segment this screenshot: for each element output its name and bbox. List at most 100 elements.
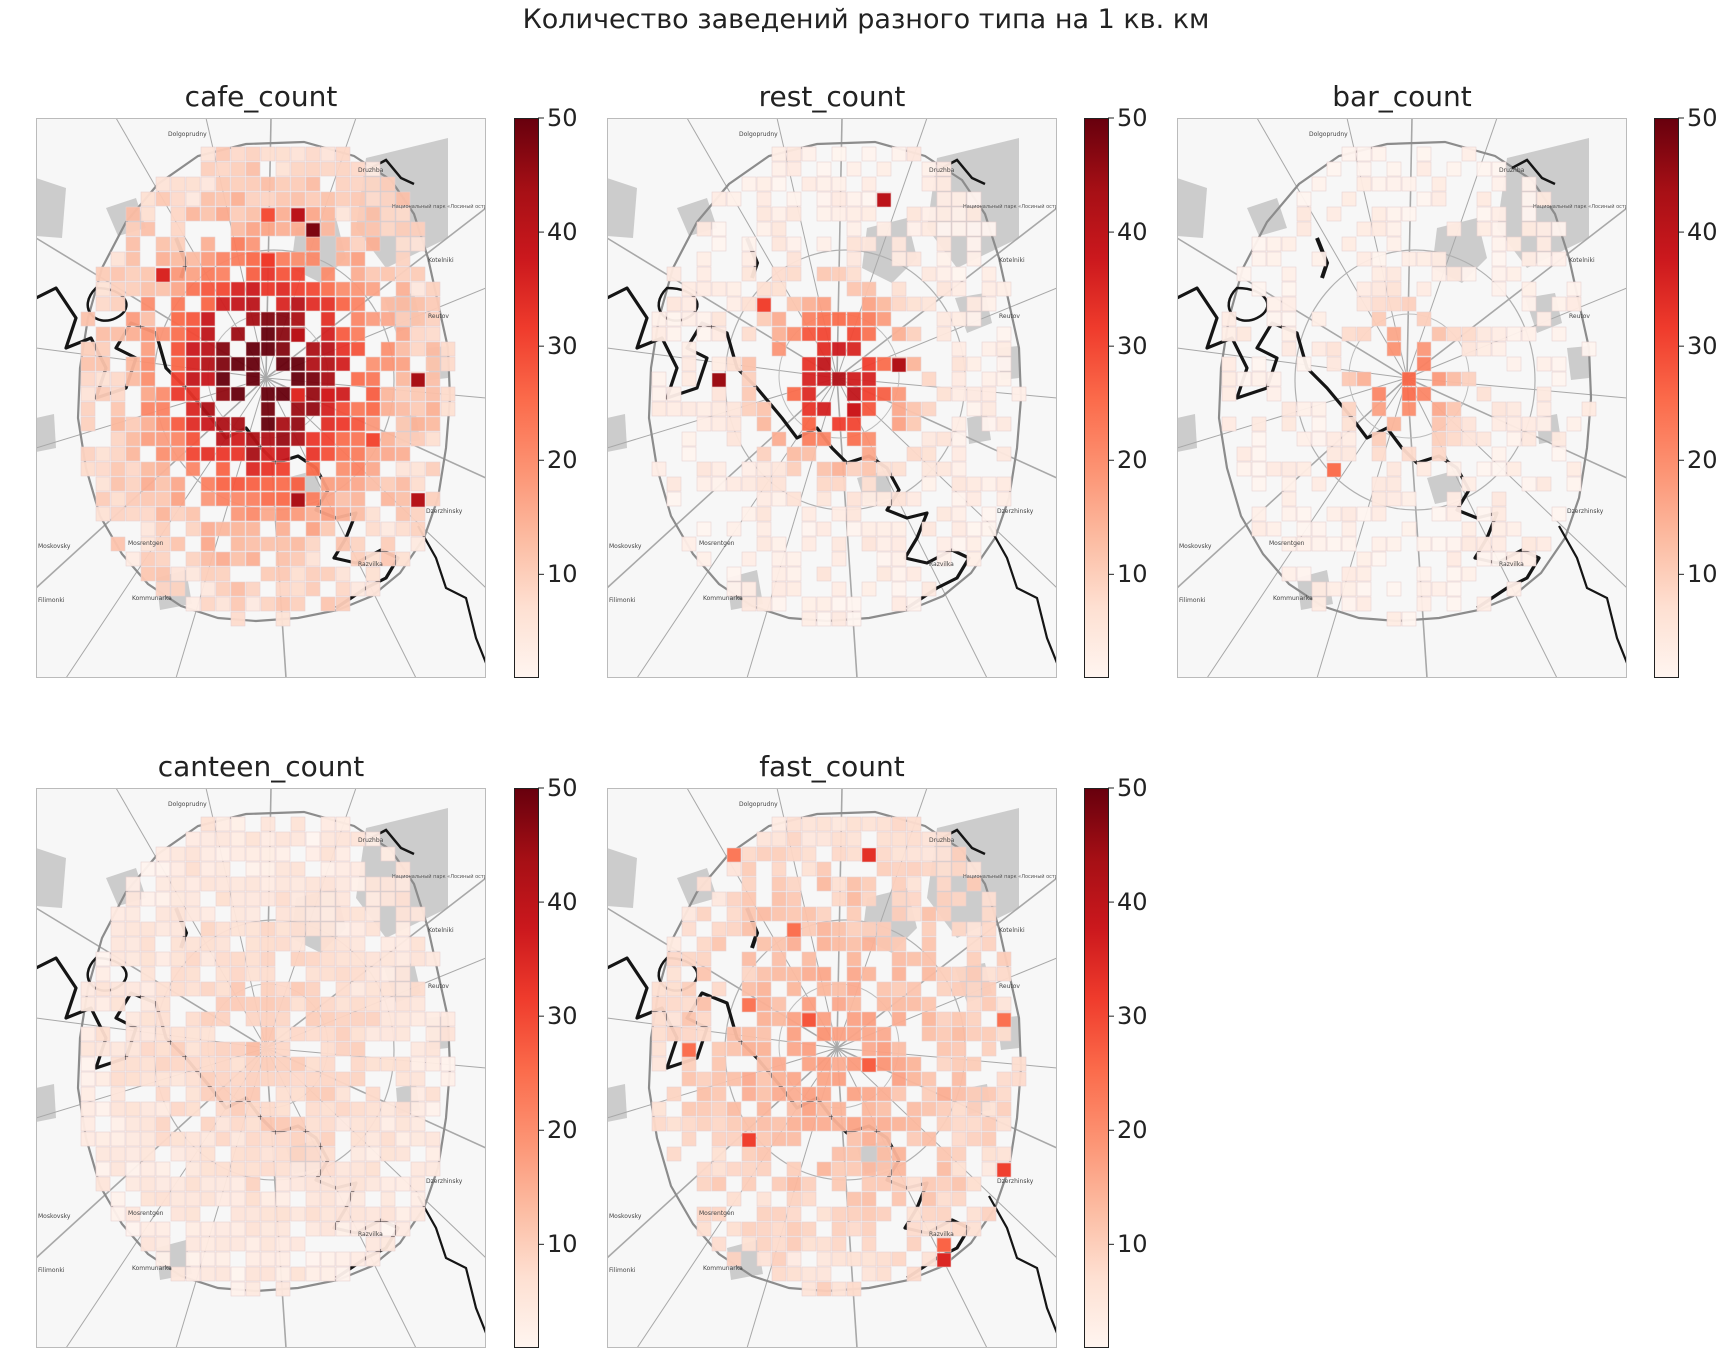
grid-cell: [1341, 536, 1357, 552]
forest-area: [36, 1084, 56, 1122]
grid-cell: [966, 1206, 982, 1222]
grid-cell: [215, 1131, 231, 1147]
grid-cell: [996, 1012, 1012, 1028]
grid-cell: [771, 831, 787, 847]
panel-title: rest_count: [758, 80, 906, 113]
grid-cell: [380, 401, 396, 417]
grid-cell: [786, 461, 802, 477]
grid-cell: [110, 506, 126, 522]
place-label: Kommunarka: [703, 1265, 743, 1272]
grid-cell: [756, 176, 772, 192]
grid-cell: [801, 356, 817, 372]
place-label: Reutov: [999, 983, 1020, 990]
grid-cell: [726, 906, 742, 922]
grid-cell: [230, 846, 246, 862]
grid-cell: [1416, 341, 1432, 357]
grid-cell: [936, 876, 952, 892]
grid-cell: [756, 846, 772, 862]
grid-cell: [95, 371, 111, 387]
river: [1558, 525, 1627, 664]
grid-cell: [891, 831, 907, 847]
grid-cell: [305, 191, 321, 207]
grid-cell: [365, 236, 381, 252]
grid-cell: [801, 816, 817, 832]
grid-cell: [200, 1056, 216, 1072]
grid-cell: [951, 1101, 967, 1117]
colorbar-tick-label: 40: [1117, 218, 1148, 247]
grid-cell: [681, 1042, 697, 1058]
grid-cell: [170, 906, 186, 922]
grid-cell: [816, 521, 832, 537]
grid-cell: [936, 1191, 952, 1207]
grid-cell: [95, 996, 111, 1012]
grid-cell: [260, 596, 276, 612]
grid-cell: [200, 191, 216, 207]
grid-cell: [335, 1071, 351, 1087]
grid-cell: [200, 206, 216, 222]
grid-cell: [350, 371, 366, 387]
grid-cell: [155, 581, 171, 597]
colorbar-tick-label: 40: [1687, 218, 1718, 247]
grid-cell: [1386, 416, 1402, 432]
grid-cell: [380, 1191, 396, 1207]
grid-cell: [260, 431, 276, 447]
grid-cell: [260, 1206, 276, 1222]
grid-cell: [831, 1236, 847, 1252]
grid-cell: [335, 566, 351, 582]
grid-cell: [395, 1101, 411, 1117]
grid-cell: [305, 966, 321, 982]
grid-cell: [906, 1056, 922, 1072]
grid-cell: [1341, 596, 1357, 612]
grid-cell: [350, 206, 366, 222]
grid-cell: [771, 891, 787, 907]
grid-cell: [110, 1056, 126, 1072]
grid-cell: [1506, 551, 1522, 567]
grid-cell: [230, 551, 246, 567]
colorbar: 10 20 30 40 50: [1084, 106, 1164, 678]
grid-cell: [290, 356, 306, 372]
grid-cell: [80, 371, 96, 387]
grid-cell: [966, 551, 982, 567]
grid-cell: [110, 996, 126, 1012]
grid-cell: [215, 1011, 231, 1027]
grid-cell: [275, 326, 291, 342]
grid-cell: [230, 1236, 246, 1252]
grid-cell: [1521, 176, 1537, 192]
grid-cell: [741, 1071, 757, 1087]
grid-cell: [846, 1251, 862, 1267]
grid-cell: [125, 891, 141, 907]
grid-cell: [305, 1071, 321, 1087]
grid-cell: [1521, 431, 1537, 447]
grid-cell: [395, 386, 411, 402]
grid-cell: [681, 1011, 697, 1027]
grid-cell: [786, 906, 802, 922]
grid-cell: [275, 386, 291, 402]
grid-cell: [335, 236, 351, 252]
grid-cell: [966, 386, 982, 402]
grid-cell: [125, 1011, 141, 1027]
place-label: Reutov: [428, 983, 449, 990]
grid-cell: [936, 281, 952, 297]
grid-cell: [876, 521, 892, 537]
grid-cell: [290, 981, 306, 997]
grid-cell: [365, 1026, 381, 1042]
grid-cell: [846, 1026, 862, 1042]
grid-cell: [906, 566, 922, 582]
grid-cell: [1491, 236, 1507, 252]
grid-cell: [410, 372, 426, 388]
grid-cell: [200, 906, 216, 922]
grid-cell: [666, 326, 682, 342]
grid-cell: [140, 191, 156, 207]
grid-cell: [846, 1281, 862, 1297]
grid-cell: [906, 876, 922, 892]
grid-cell: [831, 1281, 847, 1297]
grid-cell: [320, 951, 336, 967]
grid-cell: [741, 1161, 757, 1177]
grid-cell: [681, 1026, 697, 1042]
grid-cell: [335, 161, 351, 177]
grid-cell: [1341, 401, 1357, 417]
grid-cell: [906, 251, 922, 267]
grid-cell: [395, 876, 411, 892]
grid-cell: [651, 1041, 667, 1057]
grid-cell: [110, 1071, 126, 1087]
